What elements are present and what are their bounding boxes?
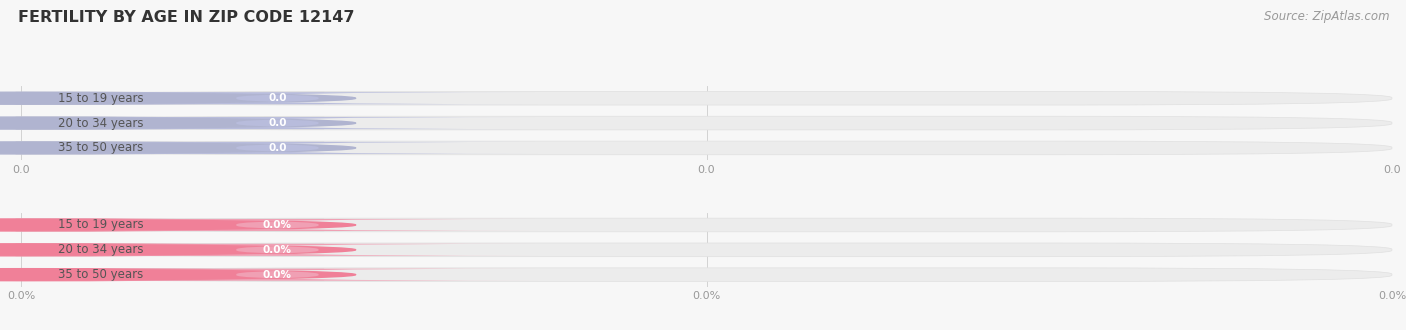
Circle shape bbox=[0, 269, 356, 281]
FancyBboxPatch shape bbox=[17, 142, 538, 154]
Text: 0.0: 0.0 bbox=[269, 143, 287, 153]
FancyBboxPatch shape bbox=[15, 219, 323, 231]
FancyBboxPatch shape bbox=[17, 117, 538, 129]
Text: 0.0%: 0.0% bbox=[263, 245, 292, 255]
FancyBboxPatch shape bbox=[21, 243, 1392, 257]
FancyBboxPatch shape bbox=[15, 269, 323, 281]
Circle shape bbox=[0, 244, 356, 256]
FancyBboxPatch shape bbox=[17, 269, 538, 281]
Text: 35 to 50 years: 35 to 50 years bbox=[58, 268, 143, 281]
Text: 15 to 19 years: 15 to 19 years bbox=[58, 218, 143, 231]
Text: 35 to 50 years: 35 to 50 years bbox=[58, 142, 143, 154]
Text: 0.0: 0.0 bbox=[269, 118, 287, 128]
FancyBboxPatch shape bbox=[21, 116, 1392, 130]
FancyBboxPatch shape bbox=[21, 141, 1392, 155]
Circle shape bbox=[0, 142, 356, 154]
FancyBboxPatch shape bbox=[15, 244, 323, 256]
FancyBboxPatch shape bbox=[17, 92, 538, 104]
FancyBboxPatch shape bbox=[21, 218, 1392, 232]
Text: 0.0: 0.0 bbox=[269, 93, 287, 103]
FancyBboxPatch shape bbox=[15, 92, 323, 104]
FancyBboxPatch shape bbox=[17, 219, 538, 231]
Text: 0.0%: 0.0% bbox=[263, 220, 292, 230]
Text: 20 to 34 years: 20 to 34 years bbox=[58, 116, 143, 130]
Text: Source: ZipAtlas.com: Source: ZipAtlas.com bbox=[1264, 10, 1389, 23]
Text: 0.0%: 0.0% bbox=[263, 270, 292, 280]
FancyBboxPatch shape bbox=[15, 142, 323, 154]
Circle shape bbox=[0, 219, 356, 231]
Circle shape bbox=[0, 117, 356, 129]
FancyBboxPatch shape bbox=[21, 91, 1392, 105]
FancyBboxPatch shape bbox=[17, 244, 538, 256]
Circle shape bbox=[0, 92, 356, 104]
FancyBboxPatch shape bbox=[21, 268, 1392, 281]
Text: 15 to 19 years: 15 to 19 years bbox=[58, 92, 143, 105]
FancyBboxPatch shape bbox=[15, 117, 323, 129]
Text: FERTILITY BY AGE IN ZIP CODE 12147: FERTILITY BY AGE IN ZIP CODE 12147 bbox=[18, 10, 354, 25]
Text: 20 to 34 years: 20 to 34 years bbox=[58, 243, 143, 256]
